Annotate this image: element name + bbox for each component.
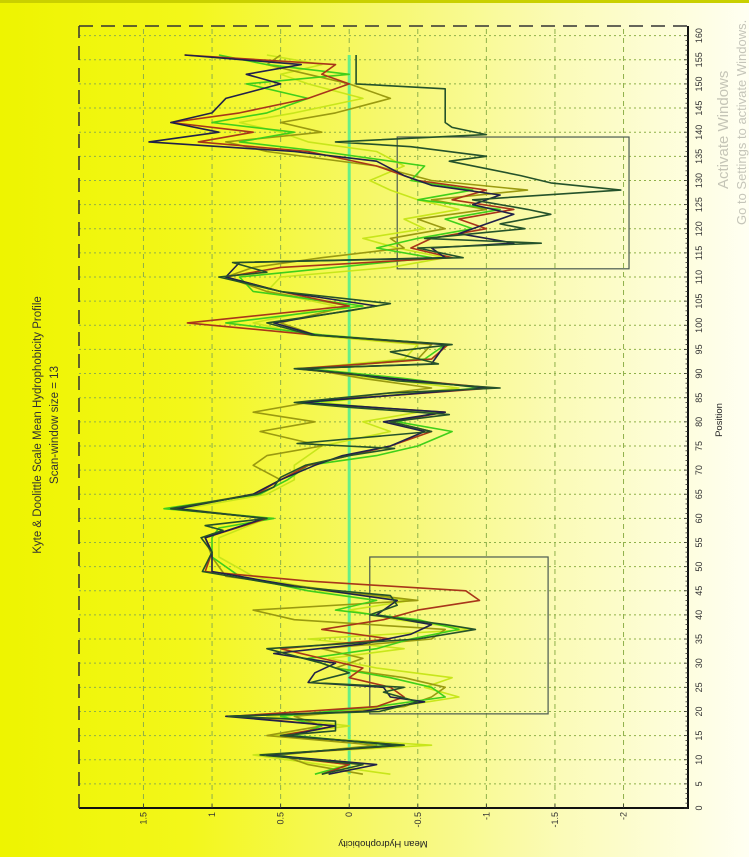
x-tick-label: 155	[694, 52, 704, 67]
x-tick-label: 90	[694, 369, 704, 379]
y-tick-label: 0	[344, 812, 354, 817]
watermark-activate-windows: Activate Windows	[715, 71, 732, 189]
x-tick-label: 15	[694, 731, 704, 741]
y-tick-label: 1	[207, 812, 217, 817]
x-tick-label: 35	[694, 634, 704, 644]
x-tick-label: 140	[694, 125, 704, 140]
x-tick-label: 100	[694, 318, 704, 333]
x-axis-label: Position	[714, 403, 725, 437]
x-tick-label: 80	[694, 417, 704, 427]
x-tick-label: 125	[694, 197, 704, 212]
window-top-edge	[0, 0, 749, 3]
chart-title: Kyte & Doolittle Scale Mean Hydrophobici…	[32, 296, 44, 554]
x-tick-label: 20	[694, 706, 704, 716]
axes	[78, 25, 689, 809]
highlight-box	[369, 556, 549, 715]
x-tick-label: 50	[694, 562, 704, 572]
y-tick-label: 0.5	[276, 812, 286, 825]
y-tick-label: -0.5	[413, 812, 423, 828]
x-tick-label: 160	[694, 28, 704, 43]
x-tick-label: 30	[694, 658, 704, 668]
watermark-go-to-settings: Go to Settings to activate Windows.	[734, 20, 749, 225]
x-tick-label: 75	[694, 441, 704, 451]
x-tick-label: 0	[694, 805, 704, 810]
y-axis-label: Mean Hydrophobicity	[338, 838, 427, 849]
x-tick-label: 65	[694, 489, 704, 499]
x-tick-label: 5	[694, 781, 704, 786]
x-tick-label: 145	[694, 101, 704, 116]
y-tick-label: -1	[481, 812, 491, 820]
x-tick-label: 40	[694, 610, 704, 620]
x-tick-label: 150	[694, 76, 704, 91]
series-line	[170, 55, 622, 775]
x-tick-label: 25	[694, 682, 704, 692]
x-tick-label: 120	[694, 221, 704, 236]
x-tick-label: 95	[694, 344, 704, 354]
series-lines	[148, 54, 622, 775]
x-tick-label: 55	[694, 537, 704, 547]
x-tick-label: 85	[694, 393, 704, 403]
highlight-box	[396, 136, 630, 270]
chart-subtitle: Scan-window size = 13	[49, 366, 61, 484]
x-tick-label: 115	[694, 246, 704, 260]
x-tick-label: 45	[694, 586, 704, 596]
y-tick-label: -2	[619, 812, 629, 820]
x-tick-labels: 0 5 10 15 20 25 30 35 40 45 50 55 60 65 70 75 80 85 90 95 10…	[694, 28, 704, 810]
y-tick-labels: 1.5 1 0.5 0 -0.5 -1 -1.5 -2	[138, 812, 628, 828]
x-tick-label: 110	[694, 270, 704, 284]
x-tick-label: 130	[694, 173, 704, 188]
y-tick-label: -1.5	[550, 812, 560, 828]
x-tick-label: 135	[694, 149, 704, 164]
x-tick-label: 105	[694, 294, 704, 309]
x-tick-label: 10	[694, 755, 704, 765]
x-tick-label: 70	[694, 465, 704, 475]
x-tick-label: 60	[694, 513, 704, 523]
y-tick-label: 1.5	[138, 812, 148, 825]
series-line	[148, 54, 515, 775]
